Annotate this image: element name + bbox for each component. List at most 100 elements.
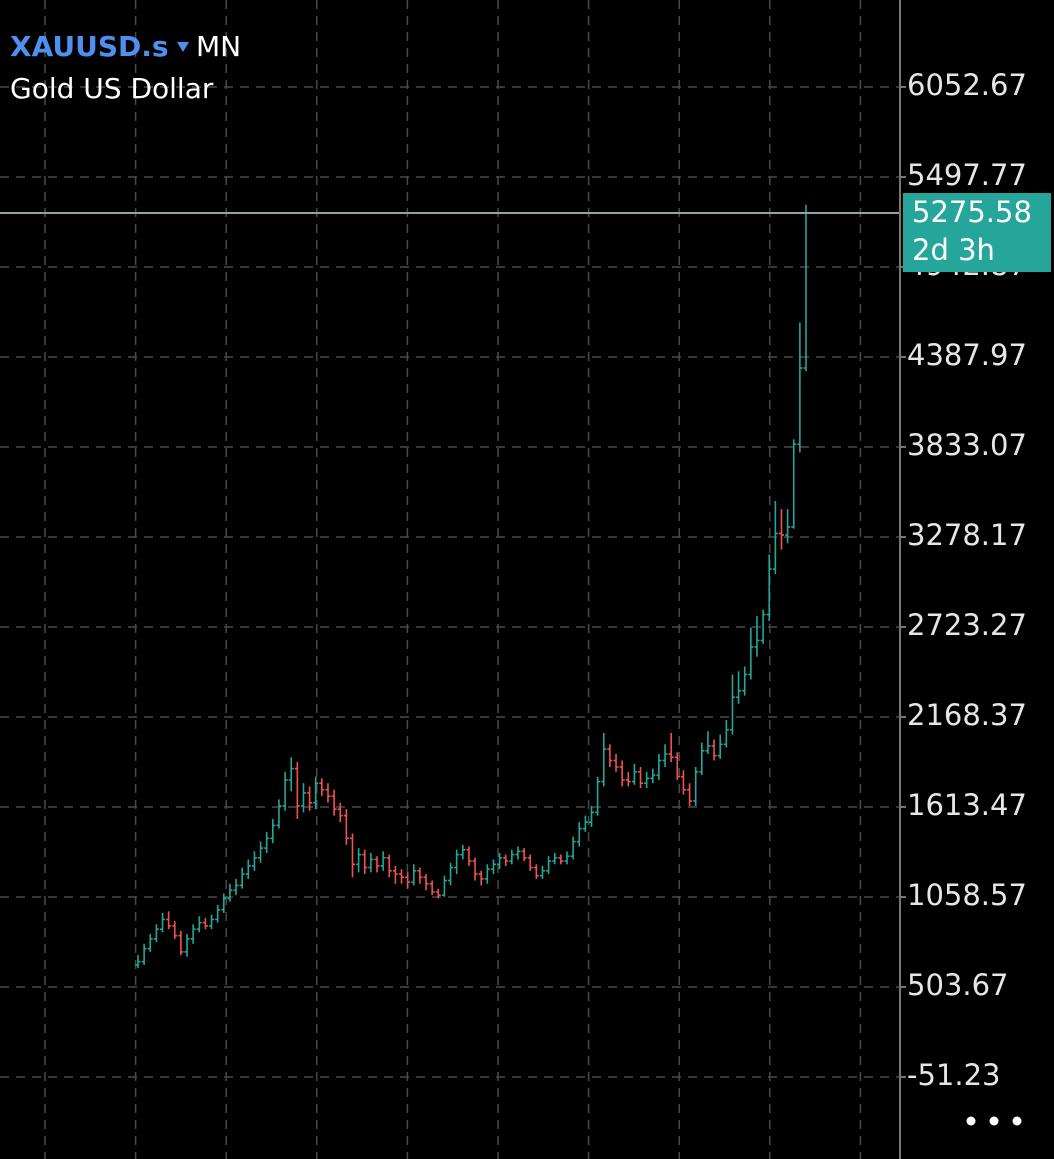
ohlc-bar [264, 831, 270, 853]
ohlc-bar [417, 867, 423, 884]
ohlc-bar [687, 783, 693, 806]
ohlc-bar [766, 554, 772, 622]
ohlc-bar [448, 862, 454, 886]
last-price-label: 5275.58 [912, 195, 1032, 229]
ohlc-bar [619, 760, 625, 787]
ohlc-bar [539, 865, 545, 879]
y-tick-label: 503.67 [907, 968, 1008, 1002]
ohlc-bar [760, 609, 766, 644]
ohlc-bar [160, 912, 166, 933]
ohlc-bar [778, 509, 784, 550]
ohlc-bar [754, 616, 760, 657]
y-tick-label: 6052.67 [907, 68, 1027, 102]
ohlc-bar [693, 766, 699, 806]
ohlc-bar [589, 805, 595, 827]
ohlc-bar [576, 822, 582, 847]
y-tick-label: 1613.47 [907, 788, 1027, 822]
timeframe[interactable]: MN [196, 30, 241, 63]
ohlc-bar [392, 865, 398, 884]
y-tick-label: 2168.37 [907, 698, 1027, 732]
y-tick-label: 3833.07 [907, 428, 1027, 462]
ohlc-bar [423, 874, 429, 891]
ohlc-bar [405, 872, 411, 889]
ohlc-bar [135, 955, 141, 969]
symbol-dropdown[interactable] [177, 42, 189, 52]
ohlc-bar [558, 854, 564, 865]
ohlc-bar [785, 509, 791, 544]
ohlc-bar [650, 768, 656, 784]
ohlc-bar [613, 754, 619, 772]
ohlc-bar [503, 854, 509, 866]
ohlc-bar [380, 851, 386, 871]
ohlc-bar [662, 744, 668, 767]
ohlc-bar [742, 666, 748, 696]
ohlc-bar [466, 846, 472, 866]
ohlc-bar [209, 914, 215, 930]
more-menu[interactable] [966, 1116, 1022, 1126]
symbol-description: Gold US Dollar [10, 72, 214, 105]
ohlc-bar [546, 856, 552, 875]
ohlc-bar [644, 771, 650, 789]
y-tick-label: 2723.27 [907, 608, 1027, 642]
ohlc-bar [429, 880, 435, 896]
ohlc-bar [337, 802, 343, 823]
ohlc-bar [251, 851, 257, 871]
ohlc-bar [325, 783, 331, 803]
ohlc-bar [331, 789, 337, 816]
y-tick-label: 1058.57 [907, 878, 1027, 912]
ohlc-bar [772, 501, 778, 574]
ohlc-bar [484, 864, 490, 884]
ohlc-bar [638, 766, 644, 789]
ohlc-bar [147, 934, 153, 952]
plot [0, 86, 900, 1078]
ohlc-bar [460, 844, 466, 860]
ohlc-bar [294, 762, 300, 819]
ohlc-bar [454, 849, 460, 875]
ohlc-bar [411, 864, 417, 886]
ohlc-bar [153, 924, 159, 943]
ohlc-bar [258, 841, 264, 863]
ohlc-bar [515, 846, 521, 860]
ohlc-bar [674, 752, 680, 780]
ohlc-bar [227, 883, 233, 902]
ohlc-bar [601, 732, 607, 787]
ohlc-bar [711, 739, 717, 761]
ohlc-bar [215, 904, 221, 923]
ohlc-bar [699, 742, 705, 776]
ohlc-bar [300, 783, 306, 813]
ohlc-bar [245, 859, 251, 879]
ohlc-bar [797, 322, 803, 453]
ohlc-bar [582, 815, 588, 832]
ohlc-bar [497, 852, 503, 870]
dot [966, 1116, 976, 1126]
y-tick-label: 3278.17 [907, 518, 1027, 552]
ohlc-bar [196, 916, 202, 933]
ohlc-bar [490, 859, 496, 875]
ohlc-bar [349, 833, 355, 878]
ohlc-bar [282, 771, 288, 811]
ohlc-bar [313, 776, 319, 810]
ohlc-bar [723, 719, 729, 748]
ohlc-bar [564, 851, 570, 865]
ohlc-bar [399, 869, 405, 884]
ohlc-bar [570, 836, 576, 860]
ohlc-bar [656, 754, 662, 780]
countdown-label: 2d 3h [912, 233, 995, 267]
ohlc-bar [184, 934, 190, 957]
ohlc-bar [190, 924, 196, 944]
ohlc-bar [288, 757, 294, 792]
symbol[interactable]: XAUUSD.s [10, 30, 169, 63]
ohlc-bar [172, 921, 178, 939]
ohlc-bar [362, 849, 368, 875]
ohlc-bar [307, 786, 313, 811]
y-tick-label: 4387.97 [907, 338, 1027, 372]
ohlc-bar [368, 852, 374, 873]
y-tick-label: 5497.77 [907, 158, 1027, 192]
ohlc-bar [435, 888, 441, 899]
ohlc-bar [668, 732, 674, 763]
ohlc-bar [717, 734, 723, 759]
ohlc-bar [478, 870, 484, 886]
ohlc-bar [239, 867, 245, 889]
ohlc-bar [233, 878, 239, 896]
